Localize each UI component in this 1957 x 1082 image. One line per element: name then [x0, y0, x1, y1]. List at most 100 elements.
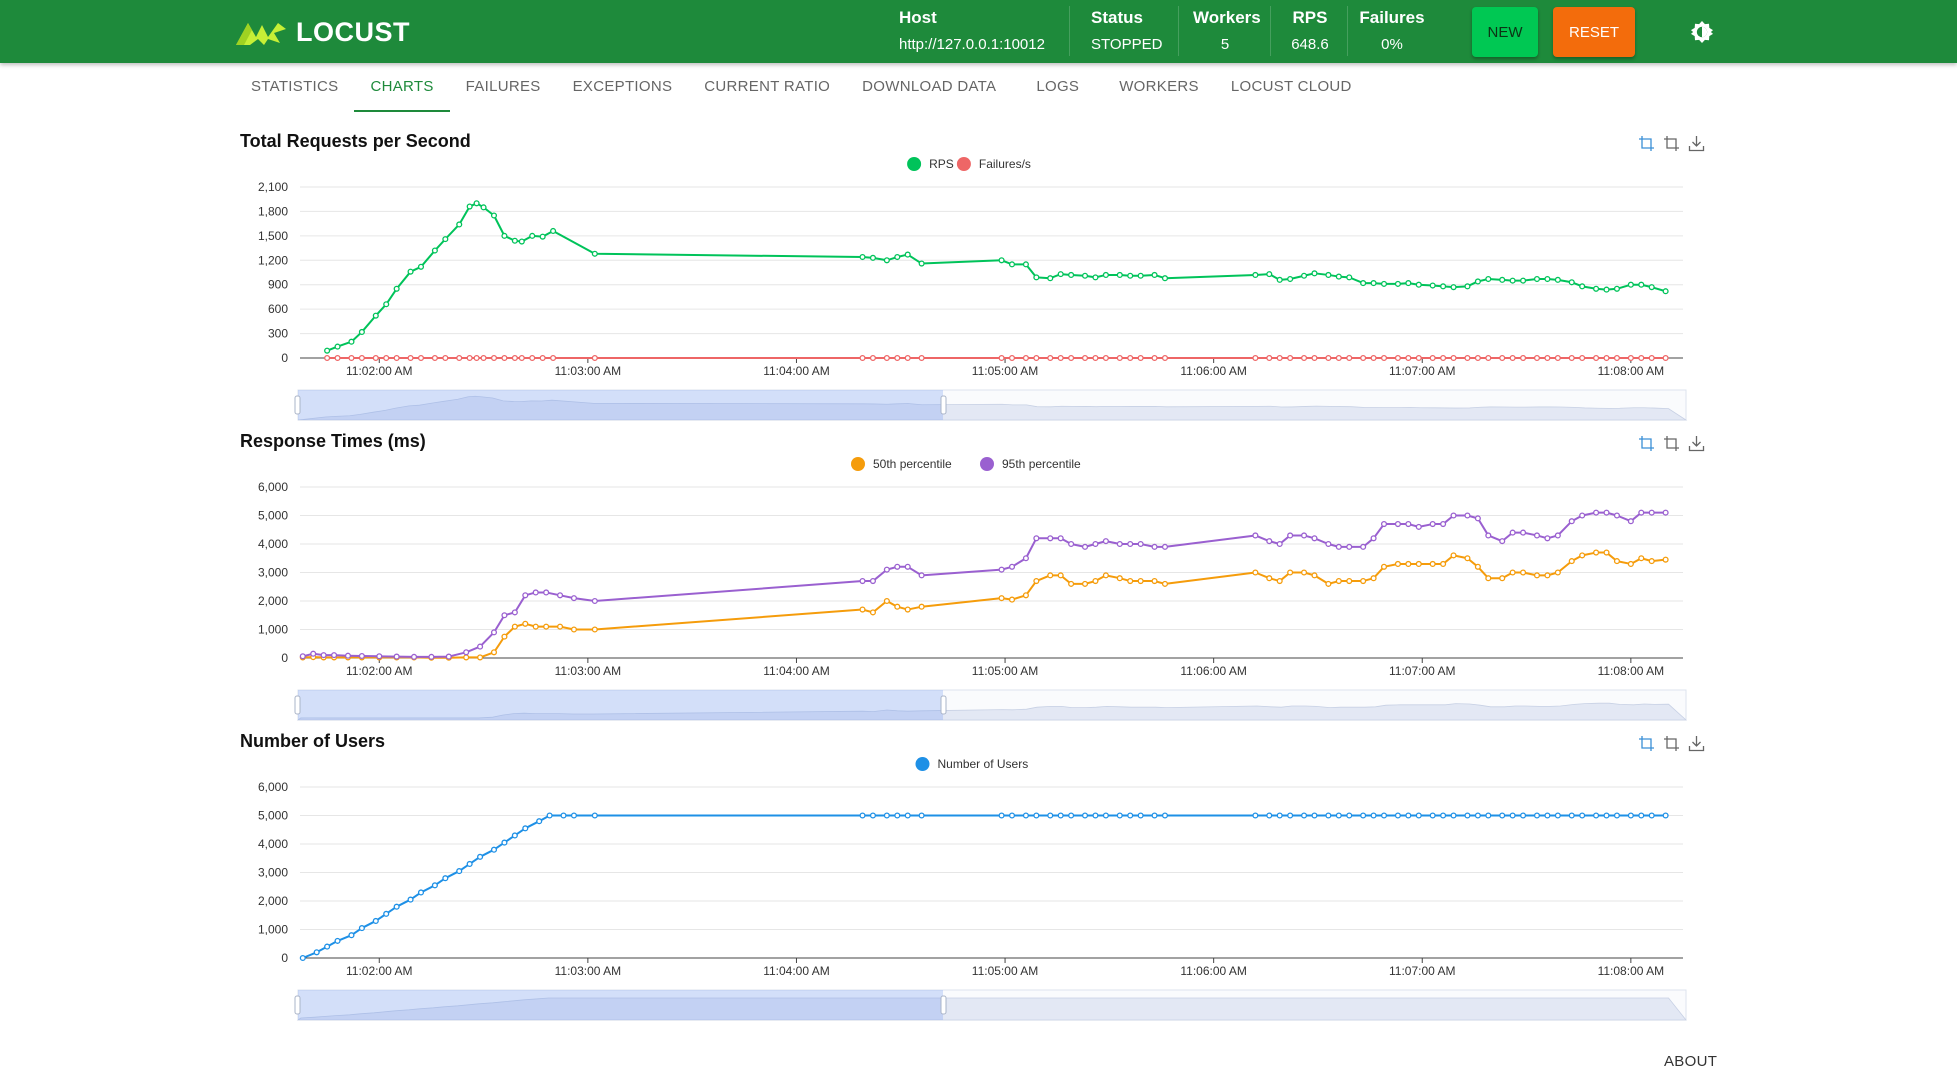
data-point	[1593, 812, 1600, 819]
users-chart[interactable]: Number of Users 0 1,000 2,000 3,000 4,000 5,00…	[0, 750, 1700, 1025]
datazoom-handle	[940, 995, 947, 1015]
zoom-reset-icon[interactable]	[1663, 435, 1680, 452]
data-point	[1405, 354, 1412, 362]
data-point	[1276, 354, 1283, 362]
data-point	[1509, 569, 1516, 576]
data-point	[1627, 812, 1634, 819]
data-point	[1325, 540, 1332, 548]
data-point	[522, 620, 529, 627]
data-point	[1335, 273, 1342, 280]
data-point	[883, 566, 890, 573]
y-tick-label: 1,500	[258, 229, 288, 243]
tab-failures[interactable]: FAILURES	[465, 78, 541, 95]
x-tick-label: 11:03:00 AM	[555, 364, 622, 378]
chart-legend: RPS Failures/s	[907, 157, 1031, 171]
data-point	[1370, 280, 1377, 287]
reset-button[interactable]: RESET	[1553, 7, 1635, 57]
data-point	[1603, 286, 1610, 293]
zoom-icon[interactable]	[1638, 135, 1655, 152]
zoom-reset-icon[interactable]	[1663, 735, 1680, 752]
tab-download-data[interactable]: DOWNLOAD DATA	[862, 78, 997, 95]
data-point	[1092, 274, 1099, 281]
data-point	[1266, 812, 1273, 819]
data-point	[473, 200, 480, 207]
data-point	[1405, 280, 1412, 287]
data-point	[1394, 560, 1401, 567]
data-point	[591, 597, 598, 605]
tab-exceptions[interactable]: EXCEPTIONS	[572, 78, 673, 95]
data-point	[1047, 572, 1054, 579]
data-point	[904, 251, 911, 258]
data-point	[501, 232, 508, 239]
workers-stat: Workers 5	[1193, 8, 1261, 53]
x-tick-label: 11:04:00 AM	[763, 364, 830, 378]
datazoom-preview	[296, 702, 1688, 721]
chart-title: Response Times (ms)	[240, 431, 426, 451]
data-point	[1311, 354, 1318, 362]
data-point	[1335, 354, 1342, 362]
data-point	[383, 301, 390, 308]
data-point	[473, 354, 480, 362]
download-icon[interactable]	[1688, 435, 1705, 452]
data-point	[1008, 261, 1016, 268]
data-point	[1474, 278, 1481, 285]
rps-chart[interactable]: RPS Failures/s 0 300 600 900 1,200 1,500 1,800 2,…	[0, 150, 1700, 425]
data-point	[324, 354, 331, 362]
data-point	[1116, 271, 1123, 278]
tab-charts[interactable]: CHARTS	[354, 66, 450, 112]
data-point	[1593, 354, 1600, 362]
data-point	[1151, 271, 1158, 278]
data-point	[1325, 812, 1332, 819]
data-point	[1252, 532, 1259, 539]
x-tick-label: 11:05:00 AM	[972, 964, 1039, 978]
tab-workers[interactable]: WORKERS	[1119, 78, 1199, 95]
data-point	[501, 633, 508, 640]
data-point	[1311, 270, 1318, 277]
x-tick-label: 11:08:00 AM	[1598, 964, 1665, 978]
y-tick-label: 0	[281, 951, 288, 965]
data-point	[501, 354, 508, 362]
data-point	[918, 354, 925, 362]
legend-label: Number of Users	[938, 757, 1029, 771]
zoom-icon[interactable]	[1638, 735, 1655, 752]
download-icon[interactable]	[1688, 735, 1705, 752]
x-tick-label: 11:03:00 AM	[555, 664, 622, 678]
y-tick-label: 0	[281, 651, 288, 665]
data-point	[334, 343, 341, 350]
data-point	[511, 609, 518, 616]
locust-logo[interactable]: LOCUST	[234, 17, 410, 48]
zoom-icon[interactable]	[1638, 435, 1655, 452]
zoom-reset-icon[interactable]	[1663, 135, 1680, 152]
x-tick-label: 11:04:00 AM	[763, 964, 830, 978]
data-point	[1092, 578, 1099, 585]
brightness-icon[interactable]	[1690, 20, 1714, 44]
tab-current-ratio[interactable]: CURRENT RATIO	[704, 78, 831, 95]
download-icon[interactable]	[1688, 135, 1705, 152]
host-label: Host	[899, 8, 937, 27]
y-tick-label: 300	[268, 327, 288, 341]
y-tick-label: 2,100	[258, 180, 288, 194]
data-point	[511, 832, 518, 839]
data-point	[393, 285, 400, 292]
response-times-chart[interactable]: 50th percentile 95th percentile 0 1,000 2,00…	[0, 450, 1700, 725]
data-point	[417, 263, 425, 270]
data-point	[1300, 532, 1308, 539]
data-point	[1081, 543, 1089, 550]
datazoom-handle	[940, 395, 947, 415]
data-point	[490, 846, 498, 853]
data-point	[1593, 549, 1600, 556]
status-label: Status	[1091, 8, 1143, 27]
tab-locust-cloud[interactable]: LOCUST CLOUD	[1230, 78, 1352, 95]
tab-statistics[interactable]: STATISTICS	[251, 78, 339, 95]
data-point	[1300, 354, 1308, 362]
y-tick-label: 6,000	[258, 780, 288, 794]
data-point	[1033, 812, 1040, 819]
tab-logs[interactable]: LOGS	[1036, 78, 1080, 95]
data-point	[1287, 812, 1294, 819]
data-point	[1081, 580, 1089, 587]
data-point	[1415, 560, 1422, 567]
data-point	[539, 354, 546, 362]
about-link[interactable]: ABOUT	[1664, 1053, 1718, 1070]
data-point	[1161, 543, 1169, 550]
new-button[interactable]: NEW	[1472, 7, 1538, 57]
